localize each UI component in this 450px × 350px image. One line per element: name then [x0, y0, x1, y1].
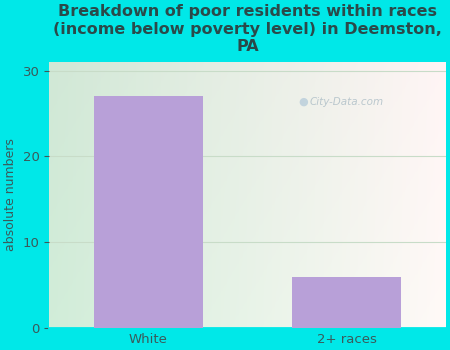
Bar [292, 276, 401, 328]
Bar [94, 96, 203, 328]
Text: ●: ● [298, 97, 308, 107]
Bar [94, 96, 203, 328]
Title: Breakdown of poor residents within races
(income below poverty level) in Deemsto: Breakdown of poor residents within races… [53, 4, 442, 54]
Y-axis label: absolute numbers: absolute numbers [4, 139, 17, 251]
Bar [292, 276, 401, 328]
Text: City-Data.com: City-Data.com [310, 97, 384, 107]
